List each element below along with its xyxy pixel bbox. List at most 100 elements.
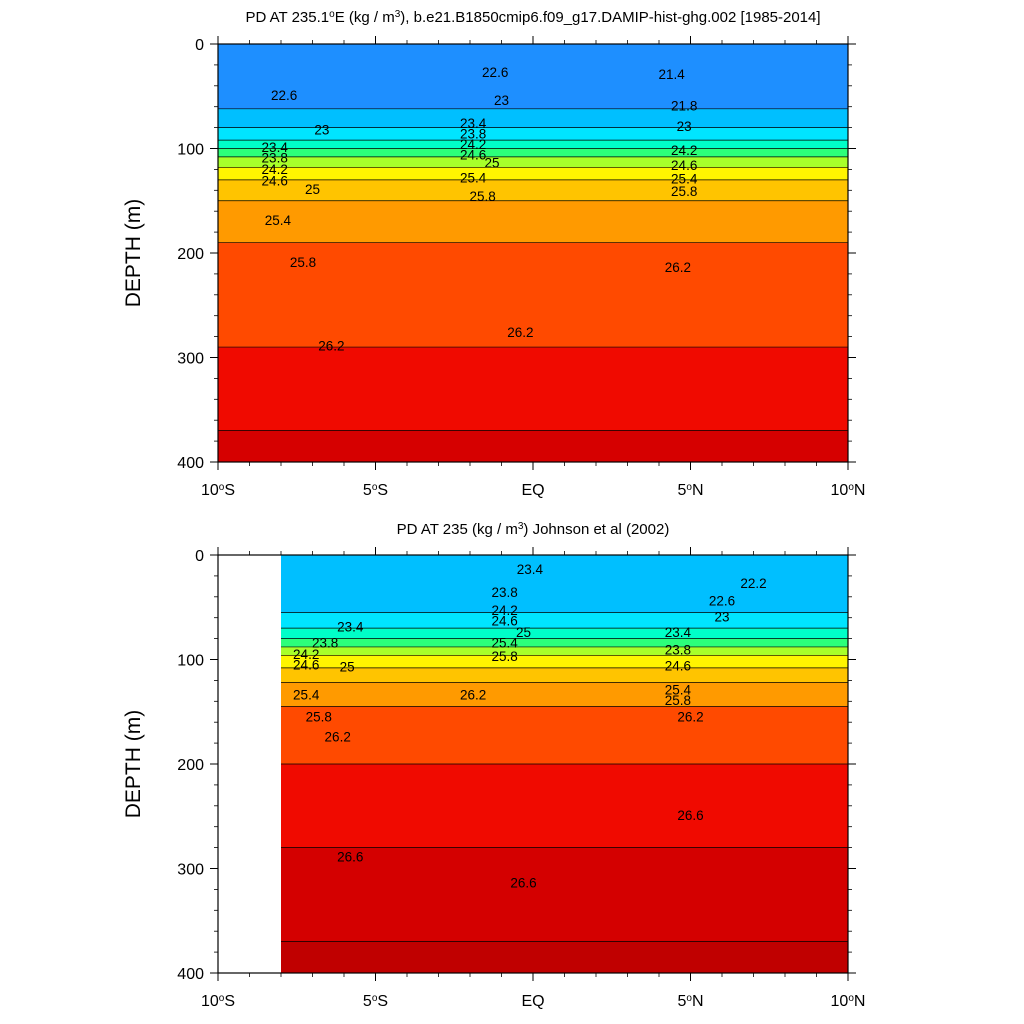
contour-label: 24.6 (460, 147, 486, 162)
contour-label: 25.8 (492, 649, 518, 664)
contour-label: 25.4 (293, 688, 320, 703)
contour-label: 24.6 (293, 657, 319, 672)
contour-label: 23.4 (262, 140, 289, 155)
density-band (218, 430, 848, 462)
contour-label: 23.8 (492, 585, 518, 600)
density-band (281, 764, 848, 848)
density-band (281, 667, 848, 683)
density-band (281, 612, 848, 629)
panel-top: PD AT 235.1oE (kg / m3), b.e21.B1850cmip… (122, 9, 865, 500)
density-band (218, 44, 848, 109)
contour-label: 23.4 (665, 625, 692, 640)
contour-label: 24.6 (492, 613, 518, 628)
contour-label: 26.2 (460, 688, 486, 703)
y-tick-label: 200 (177, 757, 204, 774)
x-tick-label: 10oS (201, 993, 235, 1011)
contour-label: 25.8 (671, 184, 697, 199)
y-tick-label: 100 (177, 653, 204, 670)
panel-bottom-fills (281, 555, 848, 973)
x-tick-label: 5oN (677, 993, 703, 1011)
y-tick-label: 400 (177, 455, 204, 472)
contour-label: 23 (714, 609, 729, 624)
y-tick-label: 100 (177, 142, 204, 159)
x-tick-label: EQ (521, 993, 544, 1010)
contour-label: 23.4 (517, 562, 544, 577)
contour-label: 24.2 (293, 647, 319, 662)
contour-label: 26.6 (337, 850, 363, 865)
panel-bottom: PD AT 235 (kg / m3) Johnson et al (2002)… (122, 521, 865, 1011)
title-part: ) Johnson et al (2002) (523, 521, 669, 538)
contour-label: 25.8 (306, 710, 332, 725)
contour-label: 23 (677, 119, 692, 134)
contour-label: 23.8 (665, 643, 691, 658)
density-band (281, 555, 848, 613)
panel-bottom-axes: 0 100 200 300 400 10oS 5oS EQ 5oN 10oN (177, 547, 865, 1010)
title-part: 3 (395, 9, 401, 20)
density-band (218, 242, 848, 348)
density-band (218, 347, 848, 431)
contour-label: 23.8 (460, 126, 486, 141)
title-part: PD AT 235 (kg / m (397, 521, 518, 538)
density-band (218, 140, 848, 149)
panel-bottom-contour-labels: 23.423.423.823.824.224.224.624.6252525.4… (293, 562, 767, 891)
density-band (281, 682, 848, 707)
contour-label: 24.2 (460, 137, 486, 152)
y-tick-label: 0 (195, 548, 204, 565)
density-band (281, 655, 848, 668)
density-band (281, 941, 848, 973)
contour-label: 25.8 (469, 189, 495, 204)
contour-label: 25.8 (665, 693, 691, 708)
x-tick-label: 5oS (363, 993, 388, 1011)
density-band (281, 706, 848, 764)
contour-label: 23.4 (337, 620, 364, 635)
contour-label: 25.4 (492, 635, 519, 650)
contour-label: 21.8 (671, 98, 697, 113)
panel-bottom-y-axis-label: DEPTH (m) (122, 710, 145, 819)
contour-label: 25.8 (290, 255, 316, 270)
contour-label: 24.2 (492, 603, 518, 618)
contour-label: 24.6 (671, 158, 697, 173)
density-band (218, 108, 848, 128)
panel-top-y-axis-label: DEPTH (m) (122, 199, 145, 308)
title-part: E (kg / m (335, 9, 395, 26)
contour-label: 23.8 (262, 151, 288, 166)
x-tick-label: 5oS (363, 482, 388, 500)
x-tick-label: EQ (521, 482, 544, 499)
contour-label: 22.2 (740, 576, 766, 591)
contour-label: 26.2 (665, 260, 691, 275)
contour-label: 25.4 (671, 171, 698, 186)
contour-label: 22.6 (709, 594, 735, 609)
density-band (218, 167, 848, 180)
y-tick-label: 300 (177, 351, 204, 368)
y-tick-label: 400 (177, 966, 204, 983)
contour-label: 25 (485, 156, 500, 171)
contour-label: 26.6 (510, 876, 536, 891)
density-band (281, 646, 848, 656)
panel-bottom-title: PD AT 235 (kg / m3) Johnson et al (2002) (397, 521, 670, 539)
y-tick-label: 200 (177, 246, 204, 263)
title-part: PD AT 235.1 (245, 9, 329, 26)
contour-label: 26.2 (677, 710, 703, 725)
x-tick-label: 5oN (677, 482, 703, 500)
title-part: ), b.e21.B1850cmip6.f09_g17.DAMIP-hist-g… (400, 9, 820, 26)
contour-label: 24.6 (262, 174, 288, 189)
contour-label: 25 (340, 659, 355, 674)
contour-label: 25 (516, 625, 531, 640)
contour-label: 25.4 (665, 682, 692, 697)
contour-label: 26.2 (318, 339, 344, 354)
contour-label: 24.2 (671, 143, 697, 158)
y-tick-label: 0 (195, 37, 204, 54)
contour-label: 24.6 (665, 658, 691, 673)
density-band (218, 200, 848, 243)
contour-label: 26.2 (507, 325, 533, 340)
y-tick-label: 300 (177, 862, 204, 879)
density-band (281, 638, 848, 647)
contour-label: 21.4 (658, 67, 685, 82)
density-band (218, 179, 848, 201)
contour-label: 23.4 (460, 116, 487, 131)
density-band (281, 628, 848, 639)
contour-label: 25 (305, 182, 320, 197)
title-part: 3 (518, 521, 524, 532)
title-part: o (329, 9, 335, 20)
